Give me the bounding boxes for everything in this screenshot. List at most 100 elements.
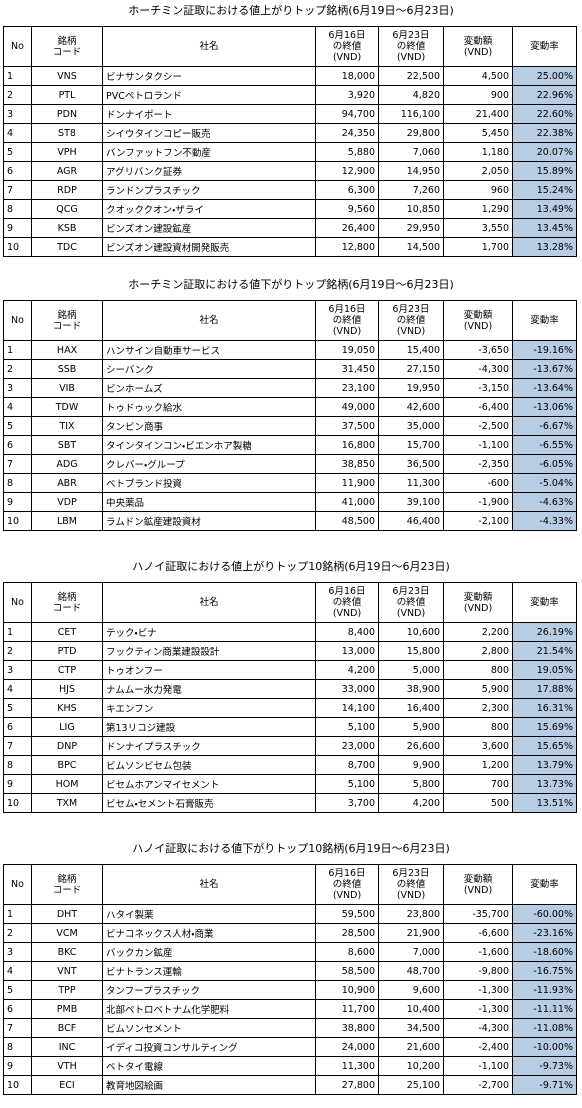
table-cell: タインタインコン・ビエンホア製糖: [102, 435, 316, 455]
table-cell: 10,400: [378, 999, 444, 1019]
table-cell: 5: [3, 142, 32, 162]
table-cell: -5.04%: [512, 473, 577, 493]
table-body: 1 DHT ハタイ製薬 59,500 23,800 -35,700 -60.00% 2 VCM ビ…: [3, 904, 577, 1095]
table-cell: クレバー・グループ: [102, 454, 316, 474]
table-cell: 23,800: [378, 904, 444, 924]
table-cell: 41,000: [315, 492, 379, 512]
table-cell: 12,800: [315, 237, 379, 257]
table-cell: 10: [3, 1075, 32, 1095]
table-cell: 7,000: [378, 942, 444, 962]
table-cell: -1,600: [443, 942, 513, 962]
table-cell: 38,800: [315, 1018, 379, 1038]
table-cell: ビナコネックス人材・商業: [102, 923, 316, 943]
table-cell: HJS: [31, 679, 103, 699]
table-cell: 14,950: [378, 161, 444, 181]
header-cell: 銘柄 コード: [31, 300, 103, 341]
table-cell: 5,900: [443, 679, 513, 699]
table-cell: 20.07%: [512, 142, 577, 162]
table-row: 5 TPP タンフープラスチック 10,900 9,600 -1,300 -11.93%: [3, 980, 577, 1000]
table-row: 9 VTH ベトタイ電線 11,300 10,200 -1,100 -9.73%: [3, 1056, 577, 1076]
table-cell: -2,100: [443, 511, 513, 531]
table-row: 6 LIG 第13リコジ建設 5,100 5,900 800 15.69%: [3, 717, 577, 737]
table-cell: アグリバンク証券: [102, 161, 316, 181]
table-cell: 15,400: [378, 340, 444, 360]
table-cell: 8: [3, 199, 32, 219]
table-row: 4 ST8 シイウタインコピー販売 24,350 29,800 5,450 22.38%: [3, 123, 577, 143]
table-cell: 6: [3, 999, 32, 1019]
table-cell: 15,800: [378, 641, 444, 661]
table-row: 10 ECI 教育地図絵画 27,800 25,100 -2,700 -9.71%: [3, 1075, 577, 1095]
table-cell: 5,800: [378, 774, 444, 794]
table-cell: -4,300: [443, 1018, 513, 1038]
table-cell: 13.49%: [512, 199, 577, 219]
table-cell: 11,900: [315, 473, 379, 493]
table-cell: 800: [443, 717, 513, 737]
table-cell: -35,700: [443, 904, 513, 924]
table-cell: 2: [3, 359, 32, 379]
table-cell: ビムソンビセム包装: [102, 755, 316, 775]
table-cell: 10,200: [378, 1056, 444, 1076]
table-cell: 3,600: [443, 736, 513, 756]
section-title: ホーチミン証取における値上がりトップ銘柄(6月19日～6月23日): [128, 4, 454, 17]
table-cell: 960: [443, 180, 513, 200]
table-cell: 10,850: [378, 199, 444, 219]
table-cell: 18,000: [315, 66, 379, 86]
header-cell: 社名: [102, 582, 316, 623]
table-cell: ドンナイプラスチック: [102, 736, 316, 756]
table-cell: 6: [3, 717, 32, 737]
table-cell: 37,500: [315, 416, 379, 436]
table-cell: -1,300: [443, 980, 513, 1000]
table-head: No 銘柄 コード 社名 6月16日 の終値 (VND) 6月23日 の終値 (VND)…: [3, 582, 577, 623]
table-cell: 4,200: [315, 660, 379, 680]
table-cell: 31,450: [315, 359, 379, 379]
table-cell: -6.55%: [512, 435, 577, 455]
table-row: 10 LBM ラムドン鉱産建設資材 48,500 46,400 -2,100 -4.33%: [3, 511, 577, 531]
table-cell: -10.00%: [512, 1037, 577, 1057]
table-cell: 27,800: [315, 1075, 379, 1095]
table-cell: -9.73%: [512, 1056, 577, 1076]
table-cell: テック・ビナ: [102, 622, 316, 642]
table-cell: -9,800: [443, 961, 513, 981]
header-cell: 6月16日 の終値 (VND): [315, 26, 379, 67]
table-row: 4 HJS ナムムー水力発電 33,000 38,900 5,900 17.88%: [3, 679, 577, 699]
table-cell: 11,300: [315, 1056, 379, 1076]
table-cell: RDP: [31, 180, 103, 200]
header-cell: 6月23日 の終値 (VND): [378, 300, 444, 341]
header-cell: 6月23日 の終値 (VND): [378, 582, 444, 623]
section-title: ハノイ証取における値上がりトップ10銘柄(6月19日～6月23日): [132, 560, 450, 573]
table-cell: -1,100: [443, 435, 513, 455]
table-cell: 1: [3, 340, 32, 360]
table-cell: シイウタインコピー販売: [102, 123, 316, 143]
table-cell: 26,400: [315, 218, 379, 238]
table-cell: ハンサイン自動車サービス: [102, 340, 316, 360]
table-cell: ビムソンセメント: [102, 1018, 316, 1038]
table-cell: ビンホームズ: [102, 378, 316, 398]
table-cell: 11,700: [315, 999, 379, 1019]
table-cell: 1,180: [443, 142, 513, 162]
table-cell: 9,900: [378, 755, 444, 775]
header-row: No 銘柄 コード 社名 6月16日 の終値 (VND) 6月23日 の終値 (VND)…: [3, 864, 577, 905]
table-cell: 2: [3, 85, 32, 105]
table-cell: -600: [443, 473, 513, 493]
header-cell: 変動率: [512, 300, 577, 341]
table-cell: TDW: [31, 397, 103, 417]
table-row: 2 PTD フックティン商業建設設計 13,000 15,800 2,800 21.54%: [3, 641, 577, 661]
table-cell: 700: [443, 774, 513, 794]
table-row: 6 AGR アグリバンク証券 12,900 14,950 2,050 15.89%: [3, 161, 577, 181]
table-cell: 22.60%: [512, 104, 577, 124]
table-head: No 銘柄 コード 社名 6月16日 の終値 (VND) 6月23日 の終値 (VND)…: [3, 864, 577, 905]
table-cell: -6,400: [443, 397, 513, 417]
table-cell: -6.67%: [512, 416, 577, 436]
table-row: 8 BPC ビムソンビセム包装 8,700 9,900 1,200 13.79%: [3, 755, 577, 775]
table-cell: 1: [3, 66, 32, 86]
table-cell: ナムムー水力発電: [102, 679, 316, 699]
table-cell: VDP: [31, 492, 103, 512]
table-cell: 8,400: [315, 622, 379, 642]
table-cell: 15,700: [378, 435, 444, 455]
table-cell: 14,500: [378, 237, 444, 257]
header-cell: 変動額 (VND): [443, 300, 513, 341]
table-cell: BPC: [31, 755, 103, 775]
table-cell: 29,950: [378, 218, 444, 238]
header-cell: No: [3, 300, 32, 341]
data-table: No 銘柄 コード 社名 6月16日 の終値 (VND) 6月23日 の終値 (VND)…: [3, 300, 577, 531]
